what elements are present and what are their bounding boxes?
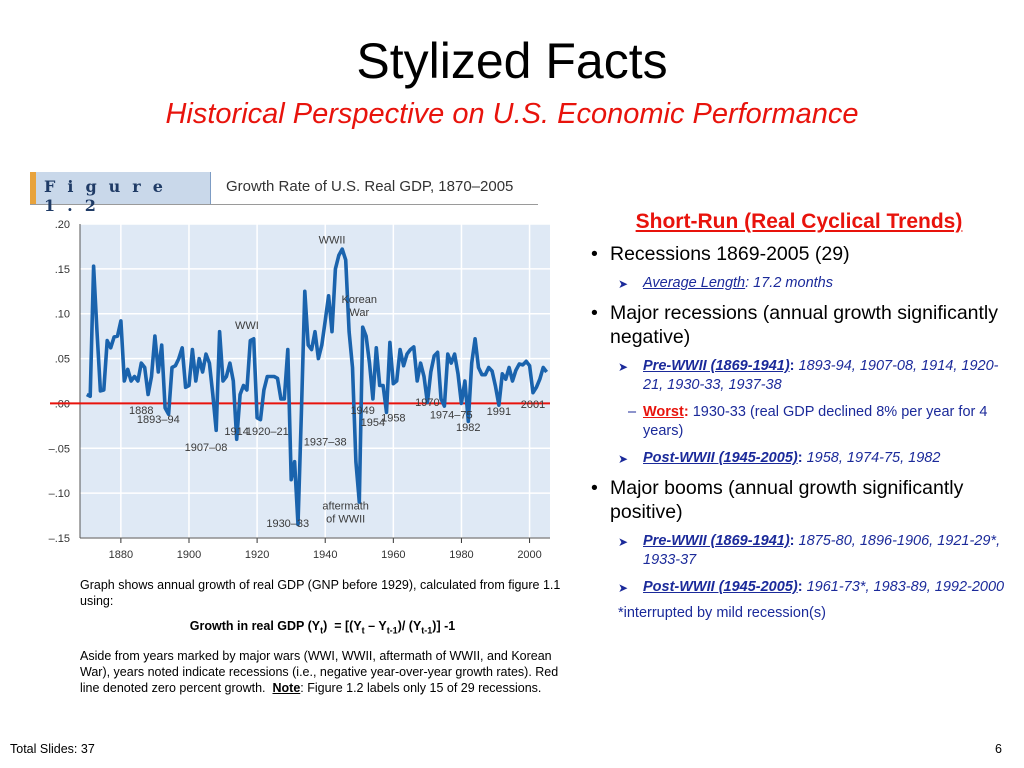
annotation-label: aftermath [322, 500, 368, 512]
annotation-label: 1949 [350, 405, 374, 417]
sub-recessions-pre-wwii: ➤ Pre-WWII (1869-1941): 1893-94, 1907-08… [618, 358, 999, 393]
recessions-pre-wwii-label: Pre-WWII (1869-1941) [643, 358, 790, 374]
sub-average-length: ➤ Average Length: 17.2 months [588, 274, 1008, 293]
annotation-label: War [349, 307, 369, 319]
worst-text: 1930-33 (real GDP declined 8% per year f… [643, 404, 988, 439]
annotation-label: 1893–94 [137, 414, 180, 426]
annotation-label: WWII [319, 235, 346, 247]
recessions-post-wwii-years: 1958, 1974-75, 1982 [802, 450, 941, 466]
sub-booms-pre-wwii: ➤ Pre-WWII (1869-1941): 1875-80, 1896-19… [618, 533, 1001, 568]
annotation-label: 1982 [456, 422, 480, 434]
y-tick-label: .00 [55, 398, 70, 410]
figure-caption: Graph shows annual growth of real GDP (G… [80, 577, 565, 705]
total-slides: Total Slides: 37 [10, 742, 95, 756]
booms-pre-wwii-label: Pre-WWII (1869-1941) [643, 533, 790, 549]
x-tick-label: 1980 [449, 549, 473, 561]
arrow-bullet-icon: ➤ [618, 581, 629, 595]
bullet-major-booms: Major booms (annual growth significantly… [588, 476, 1008, 524]
figure-label-box: Figure 1.2 [30, 172, 211, 215]
avg-length-value: : 17.2 months [745, 275, 833, 291]
figure-header: Figure 1.2 Growth Rate of U.S. Real GDP,… [30, 172, 538, 215]
slide-title: Stylized Facts [356, 33, 668, 89]
arrow-bullet-icon: ➤ [618, 360, 629, 374]
annotation-label: 1991 [487, 406, 511, 418]
y-tick-label: .05 [55, 354, 70, 366]
x-tick-label: 1900 [177, 549, 201, 561]
annotation-label: Korean [342, 294, 377, 306]
sub-recessions-post-wwii: ➤ Post-WWII (1945-2005): 1958, 1974-75, … [588, 449, 1008, 468]
arrow-bullet-icon: ➤ [618, 452, 629, 466]
annotation-label: 1907–08 [185, 442, 228, 454]
worst-label: Worst [643, 404, 684, 420]
figure-label-strip [30, 172, 36, 204]
sub-booms-post-wwii: ➤ Post-WWII (1945-2005): 1961-73*, 1983-… [588, 578, 1008, 597]
x-tick-label: 1920 [245, 549, 269, 561]
gdp-growth-line [85, 247, 549, 527]
caption-note-label: Note [272, 680, 301, 695]
footnote: *interrupted by mild recession(s) [618, 605, 826, 621]
figure-title: Growth Rate of U.S. Real GDP, 1870–2005 [226, 178, 514, 195]
y-tick-label: –.15 [49, 533, 70, 545]
y-tick-label: –.10 [49, 488, 70, 500]
annotation-label: 1974–75 [430, 410, 473, 422]
arrow-bullet-icon: ➤ [618, 535, 629, 549]
arrow-bullet-icon: ➤ [618, 277, 629, 291]
x-tick-label: 1880 [109, 549, 133, 561]
x-tick-label: 1940 [313, 549, 337, 561]
page-number: 6 [995, 742, 1002, 756]
annotation-label: 1970 [415, 397, 439, 409]
y-tick-label: .15 [55, 264, 70, 276]
x-tick-label: 2000 [517, 549, 541, 561]
caption-aside: Aside from years marked by major wars (W… [80, 648, 559, 695]
y-tick-label: –.05 [49, 443, 70, 455]
chart-svg: .20 .15 .10 .05 .00 –.05 –.10 –.15 1880 1900 1920 1… [49, 219, 550, 561]
slide-subtitle: Historical Perspective on U.S. Economic … [165, 98, 859, 130]
booms-pre-wwii-years: 1875-80, 1896-1906, 1921-29*, 1933-37 [643, 533, 1001, 568]
bullet-recessions: Recessions 1869-2005 (29) [588, 242, 1008, 266]
dash-bullet: – [628, 404, 637, 420]
annotation-label: 1958 [381, 412, 405, 424]
annotation-label: 1937–38 [304, 437, 347, 449]
gdp-growth-chart: .20 .15 .10 .05 .00 –.05 –.10 –.15 1880 1900 1920 1… [30, 208, 558, 568]
caption-note-text: : Figure 1.2 labels only 15 of 29 recess… [300, 680, 542, 695]
bullet-major-recessions: Major recessions (annual growth signific… [588, 301, 1008, 349]
avg-length-label: Average Length [643, 275, 746, 291]
annotation-label: 2001 [521, 399, 545, 411]
recessions-post-wwii-label: Post-WWII (1945-2005) [643, 450, 798, 466]
caption-line-1: Graph shows annual growth of real GDP (G… [80, 578, 561, 608]
y-tick-label: .10 [55, 309, 70, 321]
sub-worst: – Worst: 1930-33 (real GDP declined 8% p… [628, 404, 988, 439]
annotation-label: 1954 [361, 417, 385, 429]
x-tick-label: 1960 [381, 549, 405, 561]
booms-post-wwii-label: Post-WWII (1945-2005) [643, 579, 798, 595]
growth-formula: Growth in real GDP (Yt) = [(Yt – Yt-1)/ … [189, 619, 456, 636]
annotation-label: WWI [235, 320, 259, 332]
booms-post-wwii-years: 1961-73*, 1983-89, 1992-2000 [802, 579, 1005, 595]
annotation-label: of WWII [326, 513, 365, 525]
right-column: Short-Run (Real Cyclical Trends) Recessi… [588, 210, 1008, 621]
caption-line-3: Aside from years marked by major wars (W… [80, 648, 565, 696]
figure-label: Figure 1.2 [44, 177, 175, 215]
annotation-label: 1888 [129, 405, 153, 417]
annotation-label: 1920–21 [246, 426, 289, 438]
y-tick-label: .20 [55, 219, 70, 231]
recessions-pre-wwii-years: 1893-94, 1907-08, 1914, 1920-21, 1930-33… [643, 358, 999, 393]
annotation-label: 1914 [224, 426, 248, 438]
annotation-label: 1930–33 [266, 518, 309, 530]
short-run-heading: Short-Run (Real Cyclical Trends) [635, 210, 963, 233]
